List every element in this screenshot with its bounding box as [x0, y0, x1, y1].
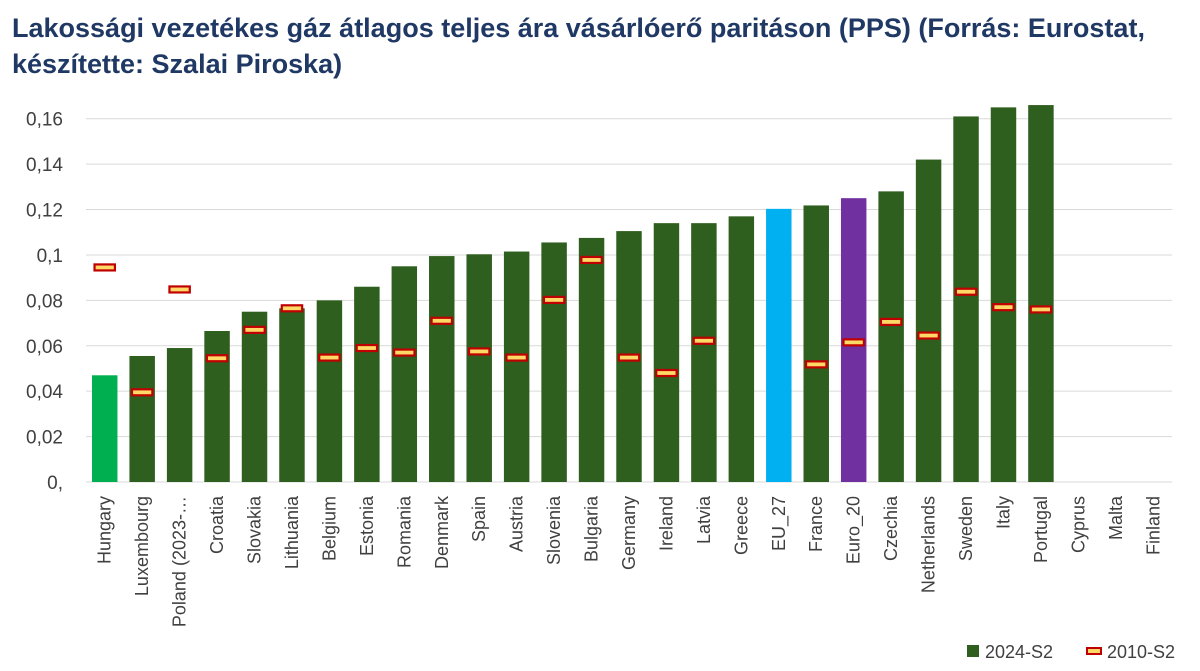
x-tick-label: Spain: [469, 496, 489, 542]
x-tick-label: EU_27: [769, 496, 790, 551]
y-tick-label: 0,06: [26, 337, 63, 358]
x-tick-label: Croatia: [207, 495, 227, 554]
y-axis-tick-labels: 0, 0,02 0,04 0,06 0,08 0,1 0,12 0,14 0,16: [26, 110, 63, 494]
legend-label-2010-s2: 2010-S2: [1107, 642, 1175, 662]
y-tick-label: 0,02: [26, 428, 63, 449]
x-tick-label: Lithuania: [282, 495, 302, 569]
x-tick-label: Austria: [507, 495, 527, 552]
x-tick-label: Finland: [1143, 496, 1163, 555]
x-tick-label: Netherlands: [919, 496, 939, 593]
legend-label-2024-s2: 2024-S2: [985, 642, 1053, 662]
bar-estonia: [354, 286, 380, 482]
x-tick-label: Ireland: [656, 496, 676, 551]
marker-slovakia: [243, 325, 266, 334]
bar-portugal: [1028, 105, 1054, 483]
bar-eu-27: [766, 208, 792, 482]
bar-greece: [728, 216, 755, 482]
marker-czechia: [879, 317, 903, 327]
legend-swatch-2024-s2: [967, 645, 979, 657]
x-tick-label: Estonia: [357, 495, 377, 556]
bar-italy: [990, 107, 1017, 483]
x-tick-label: Denmark: [432, 495, 452, 569]
x-tick-label: Belgium: [319, 496, 339, 561]
marker-estonia: [355, 343, 379, 353]
marker-hungary: [93, 263, 117, 272]
y-tick-label: 0,08: [26, 291, 63, 312]
x-tick-label: Luxembourg: [132, 496, 152, 596]
x-tick-label: Greece: [731, 496, 751, 555]
y-tick-label: 0,: [47, 473, 63, 494]
marker-denmark: [430, 316, 454, 325]
bars-2024-s2: [91, 105, 1054, 483]
x-tick-label: Bulgaria: [582, 495, 602, 562]
marker-poland-2023: [168, 285, 191, 294]
x-tick-label: Portugal: [1031, 496, 1051, 563]
marker-latvia: [692, 336, 716, 345]
marker-germany: [617, 353, 641, 362]
marker-spain: [467, 347, 491, 356]
x-tick-label: Czechia: [881, 495, 901, 561]
bar-croatia: [204, 331, 230, 482]
marker-slovenia: [542, 295, 566, 304]
marker-croatia: [205, 354, 229, 363]
y-tick-label: 0,12: [26, 201, 63, 222]
x-tick-label: Germany: [619, 496, 639, 570]
bar-bulgaria: [578, 237, 605, 482]
x-tick-label: Malta: [1106, 495, 1126, 540]
marker-luxembourg: [130, 388, 154, 397]
marker-euro-20: [842, 338, 865, 347]
x-tick-label: Euro_20: [844, 496, 865, 564]
y-tick-label: 0,04: [26, 382, 63, 403]
y-tick-label: 0,14: [26, 155, 63, 176]
marker-bulgaria: [580, 255, 603, 265]
x-tick-label: Romania: [394, 495, 414, 568]
bar-denmark: [429, 256, 455, 482]
marker-lithuania: [280, 304, 304, 313]
marker-italy: [992, 303, 1015, 312]
bar-czechia: [878, 191, 904, 483]
marker-austria: [505, 353, 528, 362]
bar-spain: [466, 254, 492, 482]
marker-sweden: [954, 287, 978, 296]
marker-belgium: [318, 353, 341, 362]
legend-swatch-2010-s2: [1086, 647, 1102, 655]
x-tick-label: France: [806, 496, 826, 552]
bar-poland-2023: [166, 348, 193, 482]
x-tick-label: Sweden: [956, 496, 976, 561]
x-tick-label: Cyprus: [1068, 496, 1088, 553]
marker-netherlands: [917, 331, 940, 340]
x-tick-label: Latvia: [694, 495, 714, 544]
x-tick-label: Slovakia: [245, 495, 265, 564]
bar-sweden: [953, 116, 979, 482]
bar-lithuania: [279, 308, 305, 482]
x-tick-label: Slovenia: [544, 495, 564, 565]
bar-slovakia: [241, 311, 268, 482]
bar-latvia: [691, 223, 717, 482]
bar-france: [803, 205, 829, 482]
x-axis-category-labels: Hungary Luxembourg Poland (2023-… Croatia Sl…: [95, 495, 1164, 627]
bar-belgium: [316, 300, 343, 482]
y-tick-label: 0,1: [37, 246, 63, 267]
chart-title: Lakossági vezetékes gáz átlagos teljes á…: [12, 13, 1145, 79]
marker-ireland: [655, 368, 678, 378]
bar-austria: [503, 251, 530, 482]
bar-luxembourg: [129, 355, 155, 482]
legend: 2024-S2 2010-S2: [967, 642, 1175, 662]
bar-slovenia: [541, 242, 567, 482]
bar-romania: [391, 266, 418, 482]
bar-ireland: [653, 223, 680, 482]
x-tick-label: Poland (2023-…: [170, 496, 190, 627]
bar-hungary: [91, 375, 118, 482]
marker-portugal: [1029, 305, 1053, 314]
x-tick-label: Italy: [993, 496, 1013, 529]
y-tick-label: 0,16: [26, 110, 63, 131]
bar-netherlands: [915, 159, 942, 482]
markers-2010-s2: [93, 255, 1053, 397]
marker-romania: [393, 348, 416, 357]
marker-france: [804, 360, 828, 369]
x-tick-label: Hungary: [95, 496, 115, 564]
